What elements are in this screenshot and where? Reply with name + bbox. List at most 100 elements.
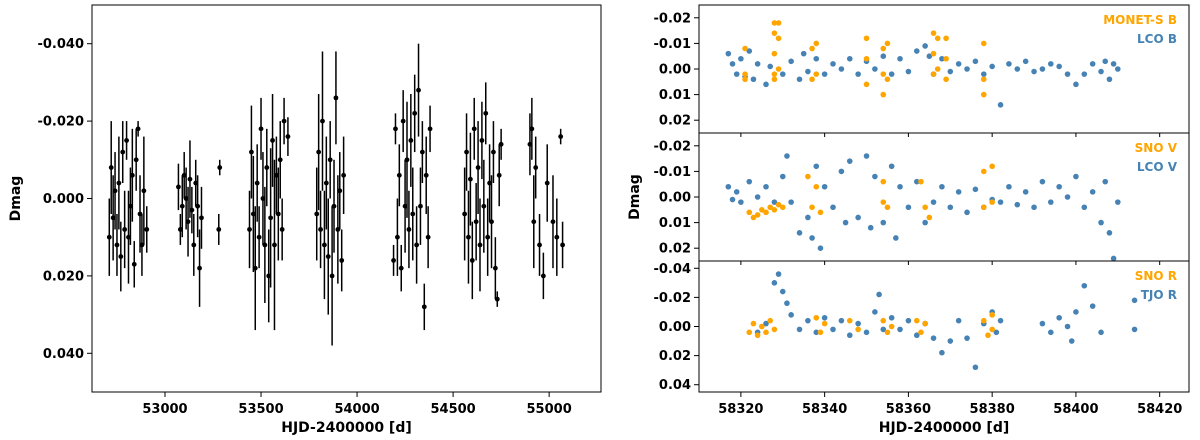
data-point xyxy=(492,265,498,271)
data-point xyxy=(813,183,820,190)
data-point xyxy=(1006,183,1012,190)
data-point xyxy=(467,176,473,182)
data-point xyxy=(863,55,870,62)
data-point xyxy=(796,230,803,236)
data-point xyxy=(118,254,124,259)
data-point xyxy=(997,102,1004,108)
data-point xyxy=(466,234,471,240)
data-point xyxy=(339,258,345,263)
data-point xyxy=(897,55,903,62)
data-point xyxy=(729,61,736,67)
data-point xyxy=(1106,230,1113,236)
data-point xyxy=(408,138,414,143)
data-point xyxy=(1006,61,1012,67)
data-point xyxy=(264,165,270,170)
y-tick-label: -0.02 xyxy=(654,139,691,154)
data-point xyxy=(763,183,769,190)
data-point xyxy=(779,204,786,211)
data-point xyxy=(1064,194,1071,200)
y-tick-label: -0.02 xyxy=(654,11,691,26)
data-point xyxy=(725,50,732,57)
data-point xyxy=(485,234,491,240)
x-axis-label: HJD-2400000 [d] xyxy=(879,420,1010,436)
data-point xyxy=(496,172,502,178)
data-point xyxy=(1089,303,1096,309)
data-point xyxy=(531,219,537,225)
data-point xyxy=(930,335,937,341)
data-point xyxy=(416,87,421,93)
data-point xyxy=(742,71,748,77)
data-point xyxy=(943,76,949,83)
data-point xyxy=(872,173,878,180)
data-point xyxy=(341,172,347,178)
data-point xyxy=(830,61,836,67)
data-point xyxy=(1056,183,1062,190)
data-point xyxy=(323,180,329,186)
data-point xyxy=(391,258,396,263)
data-point xyxy=(195,203,201,209)
data-point xyxy=(529,126,535,132)
y-tick-label: -0.01 xyxy=(654,165,691,180)
y-tick-label: -0.04 xyxy=(654,262,691,277)
data-point xyxy=(759,207,765,213)
data-point xyxy=(888,314,895,321)
data-point xyxy=(1022,58,1029,65)
data-point xyxy=(930,50,937,57)
data-point xyxy=(817,329,824,336)
data-point xyxy=(560,242,565,248)
data-point xyxy=(863,35,870,42)
data-point xyxy=(185,219,191,225)
data-point xyxy=(805,173,811,180)
data-point xyxy=(746,48,753,54)
legend-entry: SNO R xyxy=(1135,269,1177,283)
data-point xyxy=(1031,204,1037,211)
data-point xyxy=(258,126,264,132)
data-point xyxy=(477,242,483,248)
data-point xyxy=(179,203,185,209)
data-point xyxy=(469,258,475,263)
data-point xyxy=(846,317,853,324)
data-point xyxy=(537,242,542,248)
data-point xyxy=(131,261,137,267)
data-point xyxy=(249,149,254,155)
data-point xyxy=(252,265,258,271)
data-point xyxy=(1056,314,1062,321)
x-tick-label: 58420 xyxy=(1137,402,1182,417)
data-point xyxy=(980,168,987,175)
data-point xyxy=(759,323,765,330)
y-tick-label: -0.02 xyxy=(654,291,691,306)
data-point xyxy=(427,126,433,132)
data-point xyxy=(771,71,778,77)
data-point xyxy=(930,71,937,77)
legend-entry: MONET-S B xyxy=(1103,13,1177,27)
data-point xyxy=(418,203,423,209)
data-point xyxy=(333,95,339,101)
data-point xyxy=(805,68,811,75)
y-tick-label: 0.000 xyxy=(43,192,84,207)
data-point xyxy=(897,326,903,333)
data-point xyxy=(943,55,949,62)
data-point xyxy=(746,178,753,185)
data-point xyxy=(464,149,469,155)
data-point xyxy=(462,211,468,217)
data-point xyxy=(821,314,828,321)
y-tick-label: 0.02 xyxy=(659,114,691,129)
data-point xyxy=(396,172,402,178)
data-point xyxy=(888,163,895,170)
data-point xyxy=(880,91,887,98)
data-point xyxy=(980,71,987,77)
data-point xyxy=(112,188,118,194)
data-point xyxy=(880,71,887,77)
data-point xyxy=(1073,81,1079,88)
data-point xyxy=(884,40,891,47)
data-point xyxy=(262,242,268,248)
data-point xyxy=(926,53,933,59)
data-point xyxy=(880,178,887,185)
data-point xyxy=(729,196,736,203)
data-point xyxy=(754,61,761,67)
data-point xyxy=(947,68,954,75)
data-point xyxy=(939,55,945,62)
data-point xyxy=(838,168,845,175)
data-point xyxy=(272,242,277,248)
